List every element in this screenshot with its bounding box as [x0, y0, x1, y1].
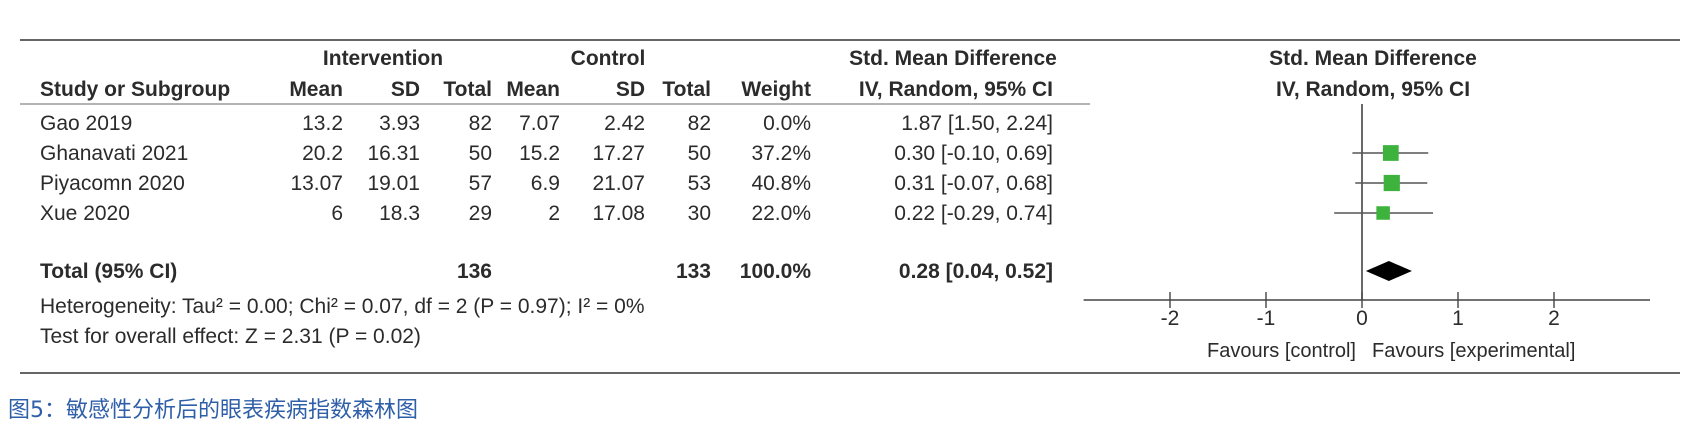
study-int-total: 29 [469, 202, 492, 225]
study-weight-label: 37.2% [751, 142, 811, 165]
study-name: Ghanavati 2021 [40, 142, 188, 165]
study-int-mean: 6 [331, 202, 343, 225]
study-int-total: 82 [469, 112, 492, 135]
total-label: Total (95% CI) [40, 260, 177, 283]
col-weight: Weight [741, 78, 811, 101]
study-weight-square [1382, 145, 1399, 161]
col-ci-text: IV, Random, 95% CI [859, 78, 1053, 101]
study-ctl-sd: 17.08 [592, 202, 645, 225]
pooled-diamond [1365, 261, 1412, 281]
x-tick-label: -1 [1257, 307, 1276, 330]
overall-effect-note: Test for overall effect: Z = 2.31 (P = 0… [40, 325, 421, 348]
heterogeneity-note: Heterogeneity: Tau² = 0.00; Chi² = 0.07,… [40, 295, 645, 318]
study-int-mean: 13.07 [290, 172, 343, 195]
study-ctl-total: 30 [688, 202, 711, 225]
study-ci-label: 1.87 [1.50, 2.24] [901, 112, 1053, 135]
study-ctl-sd: 2.42 [604, 112, 645, 135]
favours-control-label: Favours [control] [1207, 340, 1356, 362]
study-ctl-mean: 2 [548, 202, 560, 225]
study-ctl-mean: 6.9 [531, 172, 560, 195]
study-ci-label: 0.22 [-0.29, 0.74] [894, 202, 1053, 225]
study-int-total: 50 [469, 142, 492, 165]
col-ctl-total: Total [662, 78, 711, 101]
study-name: Xue 2020 [40, 202, 130, 225]
col-study: Study or Subgroup [40, 78, 230, 101]
total-ci-label: 0.28 [0.04, 0.52] [899, 260, 1053, 283]
col-int-sd: SD [391, 78, 420, 101]
x-tick-label: 1 [1452, 307, 1464, 330]
study-ctl-mean: 15.2 [519, 142, 560, 165]
study-weight-label: 40.8% [751, 172, 811, 195]
header-intervention: Intervention [323, 47, 443, 70]
study-ctl-sd: 17.27 [592, 142, 645, 165]
col-ctl-sd: SD [616, 78, 645, 101]
study-int-total: 57 [469, 172, 492, 195]
study-int-sd: 16.31 [367, 142, 420, 165]
total-ctl-total: 133 [676, 260, 711, 283]
study-ctl-sd: 21.07 [592, 172, 645, 195]
figure-caption: 图5：敏感性分析后的眼表疾病指数森林图 [8, 398, 418, 423]
study-weight-label: 0.0% [763, 112, 811, 135]
study-weight-label: 22.0% [751, 202, 811, 225]
study-ctl-total: 82 [688, 112, 711, 135]
study-ctl-mean: 7.07 [519, 112, 560, 135]
total-weight: 100.0% [740, 260, 812, 283]
col-int-total: Total [443, 78, 492, 101]
study-weight-square [1376, 206, 1390, 220]
study-ci-label: 0.30 [-0.10, 0.69] [894, 142, 1053, 165]
header-smd-text: Std. Mean Difference [849, 47, 1057, 70]
header-control: Control [571, 47, 646, 70]
col-int-mean: Mean [289, 78, 343, 101]
study-int-mean: 20.2 [302, 142, 343, 165]
study-weight-square [1383, 174, 1400, 192]
study-int-sd: 3.93 [379, 112, 420, 135]
x-tick-label: -2 [1161, 307, 1180, 330]
total-int-total: 136 [457, 260, 492, 283]
study-int-sd: 19.01 [367, 172, 420, 195]
study-int-sd: 18.3 [379, 202, 420, 225]
study-ctl-total: 50 [688, 142, 711, 165]
x-tick-label: 2 [1548, 307, 1560, 330]
study-int-mean: 13.2 [302, 112, 343, 135]
study-ctl-total: 53 [688, 172, 711, 195]
study-ci-label: 0.31 [-0.07, 0.68] [894, 172, 1053, 195]
study-name: Piyacomn 2020 [40, 172, 185, 195]
favours-experimental-label: Favours [experimental] [1372, 340, 1575, 362]
col-ctl-mean: Mean [506, 78, 560, 101]
forest-plot: Intervention Control Std. Mean Differenc… [20, 39, 1680, 374]
study-name: Gao 2019 [40, 112, 132, 135]
header-smd-plot: Std. Mean Difference [1269, 47, 1477, 70]
col-ci-plot: IV, Random, 95% CI [1276, 78, 1470, 101]
x-tick-label: 0 [1356, 307, 1368, 330]
